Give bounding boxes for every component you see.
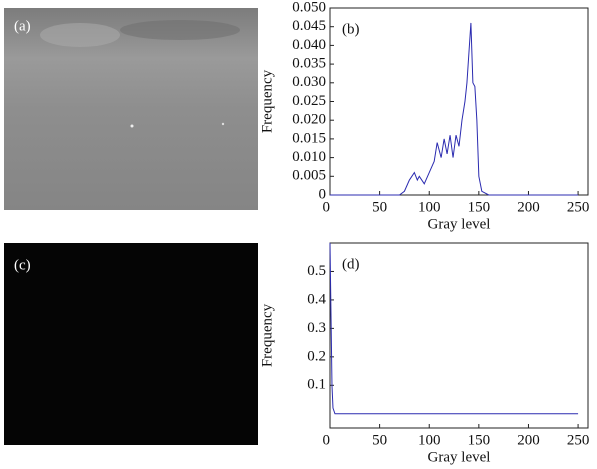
image-c: (c) — [4, 243, 258, 445]
x-tick-label: 250 — [567, 432, 590, 448]
image-a: (a) — [4, 8, 258, 210]
y-tick-label: 0.015 — [292, 130, 326, 146]
histogram-line — [329, 242, 579, 415]
y-tick-label: 0.010 — [292, 149, 326, 165]
y-tick-label: 0.035 — [292, 56, 326, 72]
y-tick-label: 0.1 — [307, 377, 326, 393]
panel-label: (c) — [14, 257, 31, 273]
plot-frame — [329, 7, 589, 196]
y-tick-label: 0.025 — [292, 93, 326, 109]
panel-label: (b) — [342, 21, 360, 37]
x-tick-label: 250 — [567, 199, 590, 215]
y-tick-label: 0 — [319, 186, 327, 202]
y-tick-label: 0.040 — [292, 37, 326, 53]
x-axis-label: Gray level — [428, 449, 491, 465]
y-tick-label: 0.3 — [307, 320, 326, 336]
x-tick-label: 150 — [468, 199, 491, 215]
x-tick-label: 0 — [323, 432, 331, 448]
x-tick-label: 200 — [517, 199, 540, 215]
x-axis-label: Gray level — [428, 216, 491, 232]
panel-label: (d) — [342, 256, 360, 272]
y-tick-label: 0.2 — [307, 348, 326, 364]
plot-frame — [329, 242, 589, 429]
x-tick-label: 0 — [323, 199, 331, 215]
y-tick-label: 0.020 — [292, 112, 326, 128]
x-tick-label: 100 — [418, 199, 441, 215]
x-tick-label: 150 — [468, 432, 491, 448]
x-tick-label: 100 — [418, 432, 441, 448]
y-tick-label: 0.4 — [307, 291, 326, 307]
y-tick-label: 0.005 — [292, 168, 326, 184]
y-tick-label: 0.050 — [292, 0, 326, 15]
y-axis-label: Frequency — [259, 69, 275, 133]
panel-label: (a) — [14, 18, 31, 34]
x-tick-label: 50 — [372, 199, 387, 215]
y-tick-label: 0.5 — [307, 263, 326, 279]
x-tick-label: 50 — [372, 432, 387, 448]
y-axis-label: Frequency — [259, 303, 275, 367]
y-tick-label: 0.030 — [292, 74, 326, 90]
y-tick-label: 0.045 — [292, 18, 326, 34]
x-tick-label: 200 — [517, 432, 540, 448]
histogram-line — [330, 22, 579, 196]
